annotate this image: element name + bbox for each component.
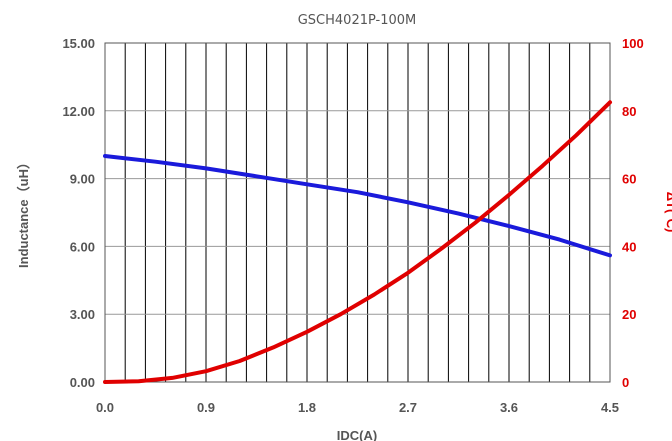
y2-tick-label: 40 <box>622 239 636 254</box>
plot-frame <box>104 42 611 383</box>
y2-tick-label: 60 <box>622 172 636 187</box>
x-tick-label: 0.9 <box>197 400 215 415</box>
y-tick-label: 15.00 <box>62 36 95 51</box>
y2-axis-label: ΔT(℃) <box>664 192 672 233</box>
y2-tick-label: 0 <box>622 375 629 390</box>
x-tick-label: 2.7 <box>399 400 417 415</box>
x-tick-label: 1.8 <box>298 400 316 415</box>
temperature-rise-line <box>103 100 612 384</box>
y-tick-label: 6.00 <box>70 239 95 254</box>
grid <box>105 42 610 383</box>
x-axis-label: IDC(A) <box>337 428 377 441</box>
chart-title: GSCH4021P-100M <box>298 13 417 28</box>
y2-tick-label: 100 <box>622 36 644 51</box>
x-tick-label: 4.5 <box>601 400 619 415</box>
x-tick-label: 0.0 <box>96 400 114 415</box>
y2-tick-label: 20 <box>622 307 636 322</box>
series-group <box>103 100 612 384</box>
x-tick-label: 3.6 <box>500 400 518 415</box>
y-tick-label: 12.00 <box>62 104 95 119</box>
y-tick-label: 9.00 <box>70 172 95 187</box>
tick-labels: 0.00 3.00 6.00 9.00 12.00 15.00 0 20 40 60 80 100 0.… <box>62 36 643 415</box>
y-tick-label: 3.00 <box>70 307 95 322</box>
y2-tick-label: 80 <box>622 104 636 119</box>
inductance-line <box>103 154 612 258</box>
y-axis-label: Inductance（uH） <box>16 156 31 268</box>
y-tick-label: 0.00 <box>70 375 95 390</box>
